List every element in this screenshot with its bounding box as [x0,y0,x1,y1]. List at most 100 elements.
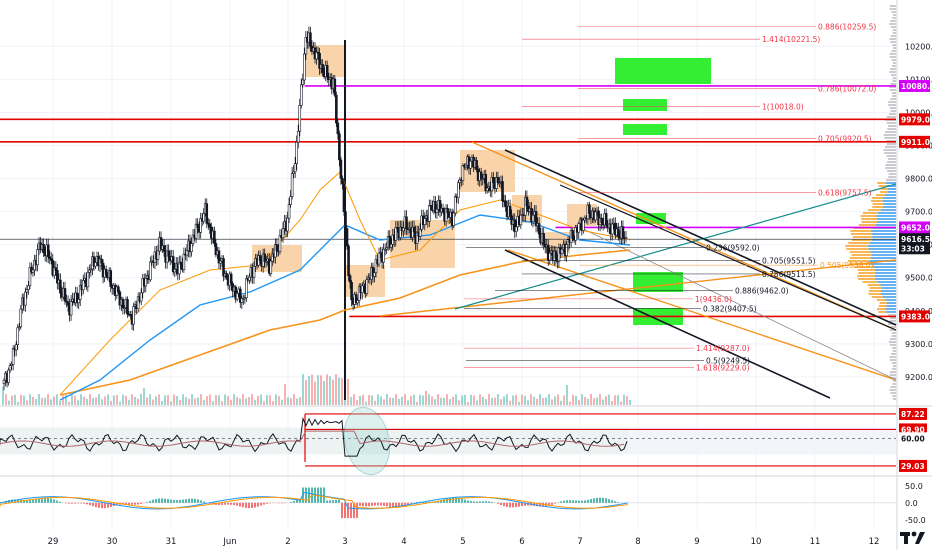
candle-body[interactable] [515,227,517,232]
candle-body[interactable] [299,105,301,131]
candle-body[interactable] [492,177,494,182]
candle-body[interactable] [191,244,193,252]
candle-body[interactable] [180,262,182,264]
candle-body[interactable] [476,160,478,169]
candle-body[interactable] [37,250,39,265]
candle-body[interactable] [101,259,103,263]
candle-body[interactable] [486,188,488,191]
candle-body[interactable] [290,197,292,205]
candle-body[interactable] [291,174,293,197]
candle-body[interactable] [296,142,298,163]
candle-body[interactable] [601,218,603,222]
candle-body[interactable] [346,229,348,246]
candle-body[interactable] [334,79,336,95]
candle-body[interactable] [555,251,557,258]
candle-body[interactable] [288,205,290,219]
candle-body[interactable] [462,165,464,180]
candle-body[interactable] [424,218,426,224]
candle-body[interactable] [17,328,19,345]
candle-body[interactable] [344,212,346,229]
candle-body[interactable] [59,280,61,293]
candle-body[interactable] [300,85,302,106]
candle-body[interactable] [259,255,261,260]
candle-body[interactable] [122,299,124,308]
candle-body[interactable] [15,345,17,350]
candle-body[interactable] [87,272,89,287]
candle-body[interactable] [582,220,584,230]
candle-body[interactable] [405,217,407,229]
candle-body[interactable] [8,370,10,382]
candle-body[interactable] [378,253,380,264]
candle-body[interactable] [349,276,351,283]
candle-body[interactable] [395,228,397,241]
candle-body[interactable] [203,214,205,222]
candle-body[interactable] [502,181,504,200]
candle-body[interactable] [168,251,170,257]
candle-body[interactable] [32,270,34,272]
candle-body[interactable] [341,178,343,183]
candle-body[interactable] [88,270,90,272]
candle-body[interactable] [302,80,304,85]
candle-body[interactable] [24,292,26,305]
price-label[interactable]: 9383.0 [901,312,930,321]
candle-body[interactable] [457,183,459,198]
candle-body[interactable] [270,261,272,273]
candle-body[interactable] [480,172,482,179]
candle-body[interactable] [497,177,499,182]
candle-body[interactable] [20,309,22,327]
price-label[interactable]: 10080.0 [901,82,932,91]
candle-body[interactable] [622,227,624,238]
candle-body[interactable] [55,268,57,271]
candle-body[interactable] [543,233,545,244]
candle-body[interactable] [149,262,151,280]
candle-body[interactable] [509,206,511,216]
candle-body[interactable] [335,95,337,123]
candle-body[interactable] [43,244,45,252]
candle-body[interactable] [206,204,208,224]
candle-body[interactable] [309,33,311,46]
candle-body[interactable] [287,218,289,231]
candle-body[interactable] [390,244,392,247]
candle-body[interactable] [549,253,551,260]
candle-body[interactable] [419,230,421,237]
candle-body[interactable] [538,223,540,234]
candle-body[interactable] [361,286,363,293]
candle-body[interactable] [617,229,619,237]
candle-body[interactable] [566,245,568,256]
candle-body[interactable] [520,215,522,225]
candle-body[interactable] [163,246,165,252]
candle-body[interactable] [27,286,29,290]
candle-body[interactable] [611,224,613,234]
candle-body[interactable] [588,205,590,213]
candle-body[interactable] [226,274,228,278]
candle-body[interactable] [436,209,438,212]
candle-body[interactable] [366,280,368,294]
candle-body[interactable] [572,230,574,238]
candle-body[interactable] [197,224,199,227]
candle-body[interactable] [294,164,296,172]
candle-body[interactable] [442,208,444,212]
candle-body[interactable] [230,274,232,284]
candle-body[interactable] [625,237,627,238]
candle-body[interactable] [276,245,278,251]
candle-body[interactable] [110,271,112,287]
candle-body[interactable] [595,212,597,220]
candle-body[interactable] [453,213,455,226]
candle-body[interactable] [402,228,404,231]
candle-body[interactable] [26,290,28,292]
candle-body[interactable] [133,307,135,325]
price-label[interactable]: 33:03 [901,244,925,253]
candle-body[interactable] [428,205,430,221]
candle-body[interactable] [561,249,563,253]
candle-body[interactable] [82,280,84,289]
candle-body[interactable] [12,348,14,364]
price-label[interactable]: 9911.0 [901,138,930,147]
candle-body[interactable] [3,380,5,383]
candle-body[interactable] [245,279,247,298]
candle-body[interactable] [126,299,128,314]
candle-body[interactable] [209,224,211,227]
candle-body[interactable] [70,301,72,315]
candle-body[interactable] [373,273,375,277]
candle-body[interactable] [357,301,359,303]
